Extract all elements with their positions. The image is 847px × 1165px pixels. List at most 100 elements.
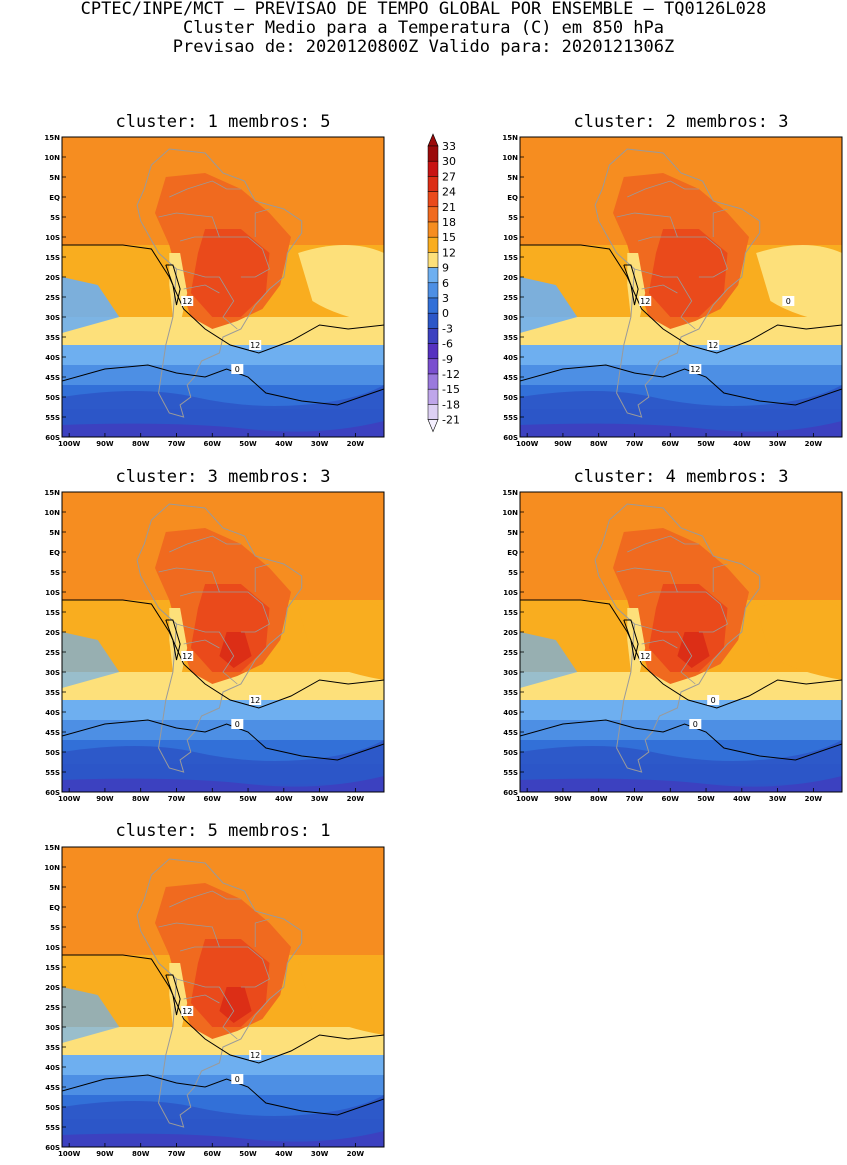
border-line: [176, 978, 238, 1040]
colorbar-segment: [427, 297, 439, 314]
atlantic-region: [756, 600, 842, 680]
lat-label: 5N: [507, 174, 518, 182]
border-line: [219, 946, 270, 988]
border-line: [219, 236, 270, 278]
lon-label: 60W: [204, 440, 222, 448]
contour-12-andes: [623, 619, 639, 661]
colorbar-segment: [427, 191, 439, 208]
lon-label: 70W: [626, 440, 644, 448]
contour-label: 0: [235, 720, 240, 729]
lon-label: 30W: [311, 440, 329, 448]
lat-label: 55S: [45, 414, 60, 422]
colorbar-segment: [427, 206, 439, 223]
lat-label: 55S: [503, 769, 518, 777]
border-line: [169, 180, 241, 198]
cold-region: [520, 776, 842, 792]
colorbar-segment: [427, 236, 439, 253]
border-line: [169, 535, 241, 553]
lon-label: 90W: [96, 795, 114, 803]
lat-label: 25S: [45, 294, 60, 302]
lon-label: 20W: [805, 795, 823, 803]
lat-label: 25S: [45, 1004, 60, 1012]
contour-label-bg: [231, 1074, 244, 1084]
panel-4-title: cluster: 4 membros: 3: [573, 467, 789, 487]
colorbar-segment: [427, 145, 439, 162]
colorbar-label: 15: [442, 231, 456, 244]
lat-label: 40S: [45, 354, 60, 362]
border-line: [183, 994, 220, 1004]
temperature-band: [62, 1075, 384, 1096]
colorbar-label: 9: [442, 262, 449, 275]
colorbar-label: 33: [442, 140, 456, 153]
lat-label: 40S: [45, 709, 60, 717]
border-line: [254, 918, 270, 947]
temperature-band: [62, 720, 384, 741]
coastline: [136, 858, 303, 1128]
lat-label: 20S: [45, 274, 60, 282]
lon-label: 60W: [662, 795, 680, 803]
contour-12: [520, 244, 842, 354]
colorbar-label: 30: [442, 155, 456, 168]
lon-label: 60W: [204, 795, 222, 803]
lat-label: 50S: [503, 749, 518, 757]
lat-label: 20S: [45, 629, 60, 637]
lon-label: 70W: [626, 795, 644, 803]
contour-label: 12: [250, 1051, 260, 1060]
lon-label: 60W: [204, 1150, 222, 1158]
lon-label: 100W: [58, 1150, 81, 1158]
lon-label: 50W: [239, 1150, 257, 1158]
contour-label-bg: [689, 719, 702, 729]
colorbar-segment: [427, 343, 439, 360]
warm-region-27: [219, 632, 252, 668]
panel-5-title: cluster: 5 membros: 1: [115, 821, 331, 841]
contour-label-bg: [231, 364, 244, 374]
lon-label: 50W: [239, 795, 257, 803]
lat-label: 15S: [45, 964, 60, 972]
lat-label: 35S: [45, 334, 60, 342]
colorbar-label: 6: [442, 277, 449, 290]
lon-label: 70W: [168, 440, 186, 448]
colorbar-label: 0: [442, 307, 449, 320]
lon-label: 100W: [516, 440, 539, 448]
lat-label: 50S: [503, 394, 518, 402]
lat-label: 15N: [44, 489, 60, 497]
lat-label: 10S: [45, 589, 60, 597]
lon-label: 60W: [662, 440, 680, 448]
lat-label: 30S: [45, 314, 60, 322]
lat-label: 35S: [503, 689, 518, 697]
lat-label: 5S: [50, 924, 60, 932]
lat-label: 5N: [507, 529, 518, 537]
lat-label: EQ: [49, 194, 60, 202]
contour-label-bg: [707, 695, 720, 705]
contour-label: 12: [640, 652, 650, 661]
lat-label: EQ: [507, 549, 518, 557]
lat-label: 10N: [44, 154, 60, 162]
lat-label: 30S: [503, 314, 518, 322]
lon-label: 20W: [805, 440, 823, 448]
lat-label: 30S: [45, 669, 60, 677]
map-panel-4: 12 0 0 15N 10N 5N EQ 5S 10S 15S 20S 25S 30S 35S 40S 45S…: [502, 489, 843, 810]
temperature-band: [520, 345, 842, 366]
lat-label: 5S: [50, 214, 60, 222]
lon-label: 90W: [554, 795, 572, 803]
lat-label: 60S: [45, 789, 60, 797]
lat-label: 30S: [503, 669, 518, 677]
lat-label: 5S: [508, 214, 518, 222]
colorbar-segment: [427, 176, 439, 192]
contour-label: 12: [250, 341, 260, 350]
temperature-band: [520, 365, 842, 386]
lat-label: 20S: [45, 984, 60, 992]
colorbar: 33 30 27 24 21 18 15 12 9 6 3 0 -3 -6 -9 -12 -15 -18 -21: [422, 132, 472, 451]
lat-label: 5N: [49, 529, 60, 537]
lon-label: 50W: [697, 440, 715, 448]
border-line: [712, 208, 728, 237]
map-frame: [61, 136, 385, 438]
contour-0: [62, 364, 384, 406]
border-line: [176, 623, 238, 685]
map-frame: [61, 491, 385, 793]
atlantic-region: [756, 245, 842, 325]
cool-pacific-region: [62, 277, 120, 333]
contour-label-bg: [639, 296, 652, 306]
contour-label: 12: [182, 297, 192, 306]
cool-pacific-region: [520, 277, 578, 333]
